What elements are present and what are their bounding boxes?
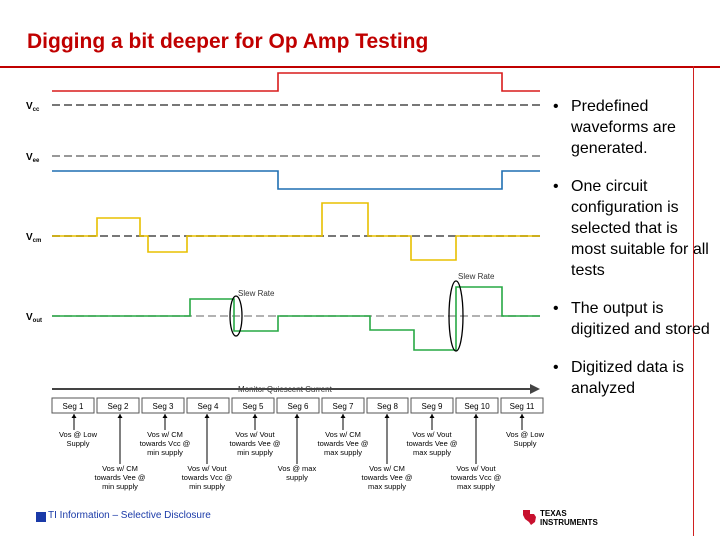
- test-label-line: Vos @ Low: [506, 430, 545, 439]
- test-label-line: supply: [286, 473, 308, 482]
- monitor-arrow-head: [530, 384, 540, 394]
- ti-logo: Texas Instruments: [523, 509, 598, 527]
- test-label-line: Supply: [67, 439, 90, 448]
- signal-label-vout: Vout: [26, 312, 42, 324]
- bullet-item: • Predefined waveforms are generated.: [553, 98, 676, 157]
- footer-disclosure: TI Information – Selective Disclosure: [48, 510, 211, 521]
- slew-rate-label-1: Slew Rate: [238, 289, 275, 298]
- segment-label: Seg 2: [108, 402, 129, 411]
- segment-box: [276, 397, 320, 414]
- test-arrow-head: [384, 414, 390, 418]
- test-label-line: min supply: [237, 448, 273, 457]
- texas-state-icon: [523, 510, 536, 525]
- slew-rate-ellipse-2: [448, 280, 464, 352]
- title-divider: [0, 66, 720, 68]
- test-label-line: max supply: [413, 448, 451, 457]
- segment-label: Seg 11: [510, 402, 535, 411]
- segment-label: Seg 10: [464, 402, 490, 411]
- segment-box: [455, 397, 499, 414]
- test-label-line: Vos w/ CM: [369, 464, 405, 473]
- footer-square-icon: [36, 512, 46, 522]
- test-label-line: Supply: [514, 439, 537, 448]
- segment-label: Seg 8: [377, 402, 398, 411]
- test-label-line: towards Vee @: [407, 439, 458, 448]
- signal-label-vcm: Vcm: [26, 232, 41, 244]
- test-arrow-head: [340, 414, 346, 418]
- right-border-line: [693, 66, 694, 536]
- signal-label-vee: Vee: [26, 152, 40, 164]
- segment-label: Seg 3: [153, 402, 174, 411]
- test-label-line: Vos w/ CM: [325, 430, 361, 439]
- test-label-line: towards Vcc @: [140, 439, 191, 448]
- test-label-line: min supply: [189, 482, 225, 491]
- test-label-line: min supply: [147, 448, 183, 457]
- segment-box: [141, 397, 185, 414]
- test-arrow-head: [429, 414, 435, 418]
- test-arrow-head: [252, 414, 258, 418]
- test-label-line: towards Vcc @: [182, 473, 233, 482]
- segment-box: [231, 397, 275, 414]
- test-label-line: Vos w/ CM: [147, 430, 183, 439]
- bullet-item: • The output is digitized and stored: [553, 300, 710, 338]
- vcc-waveform: [52, 72, 540, 92]
- segment-label: Seg 4: [198, 402, 219, 411]
- test-arrow-head: [294, 414, 300, 418]
- test-label-line: towards Vee @: [362, 473, 413, 482]
- ti-logo-line1: Texas: [540, 509, 567, 518]
- test-label-line: towards Vcc @: [451, 473, 502, 482]
- segment-box: [51, 397, 95, 414]
- bullet-item: • One circuit configuration is selected t…: [553, 178, 709, 279]
- slew-rate-ellipse-1: [229, 295, 243, 337]
- ti-logo-line2: Instruments: [540, 518, 598, 527]
- test-arrow-head: [473, 414, 479, 418]
- test-label-line: towards Vee @: [95, 473, 146, 482]
- test-label-line: min supply: [102, 482, 138, 491]
- segment-label: Seg 7: [333, 402, 354, 411]
- segment-label: Seg 1: [63, 402, 84, 411]
- waveform-diagram: Vcc Vee Vcm Vout Slew Rate Slew Rate Mon…: [26, 72, 545, 491]
- test-label-line: towards Vee @: [318, 439, 369, 448]
- segment-label: Seg 5: [243, 402, 264, 411]
- test-label-line: Vos @ Low: [59, 430, 98, 439]
- slide-title: Digging a bit deeper for Op Amp Testing: [27, 30, 429, 53]
- test-label-line: towards Vee @: [230, 439, 281, 448]
- test-arrow-head: [204, 414, 210, 418]
- bullet-item: • Digitized data is analyzed: [553, 359, 684, 397]
- test-label-line: max supply: [324, 448, 362, 457]
- test-label-line: Vos w/ Vout: [187, 464, 227, 473]
- test-label-line: Vos w/ Vout: [235, 430, 275, 439]
- segment-box: [186, 397, 230, 414]
- segment-box: [321, 397, 365, 414]
- vee-waveform: [52, 170, 540, 190]
- segment-box: [500, 397, 544, 414]
- segment-label: Seg 9: [422, 402, 443, 411]
- segment-box: [410, 397, 454, 414]
- vout-waveform: [52, 286, 540, 351]
- segment-label: Seg 6: [288, 402, 309, 411]
- bullet-list: • Predefined waveforms are generated. • On…: [553, 96, 713, 416]
- test-arrow-head: [519, 414, 525, 418]
- test-label-line: max supply: [368, 482, 406, 491]
- segment-box: [366, 397, 409, 414]
- segment-row: Seg 1 Seg 2 Seg 3 Seg 4 Seg 5 Seg 6 Seg 7 Seg 8…: [51, 397, 544, 414]
- slew-rate-label-2: Slew Rate: [458, 272, 495, 281]
- test-label-line: max supply: [457, 482, 495, 491]
- test-arrow-head: [117, 414, 123, 418]
- test-label-line: Vos w/ Vout: [456, 464, 496, 473]
- test-arrow-head: [162, 414, 168, 418]
- vcm-waveform: [52, 202, 540, 261]
- test-label-line: Vos w/ Vout: [412, 430, 452, 439]
- test-arrow-head: [71, 414, 77, 418]
- signal-label-vcc: Vcc: [26, 101, 40, 113]
- test-label-line: Vos w/ CM: [102, 464, 138, 473]
- segment-box: [96, 397, 140, 414]
- test-label-line: Vos @ max: [278, 464, 317, 473]
